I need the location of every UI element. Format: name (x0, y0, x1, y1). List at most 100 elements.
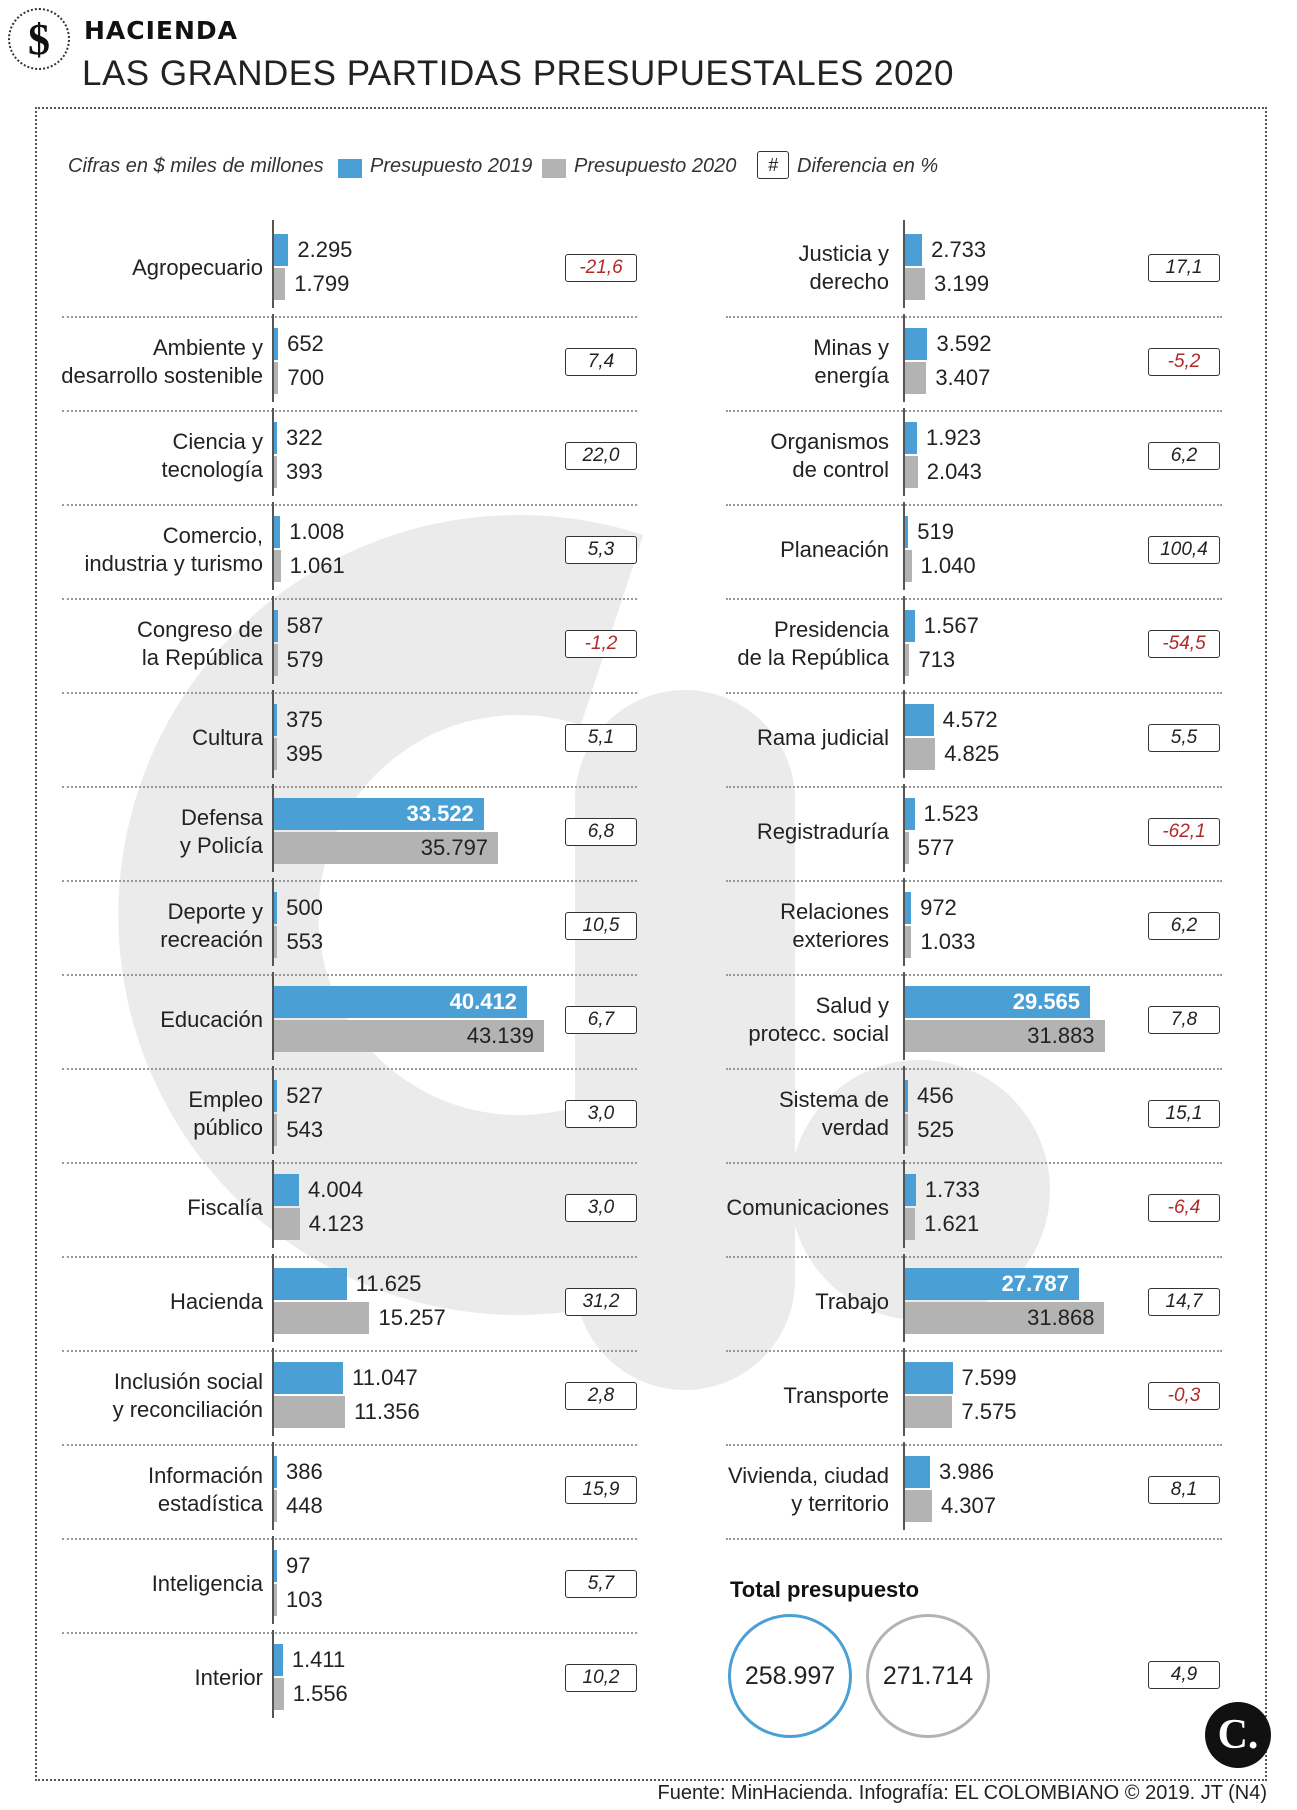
category-label-line: Interior (194, 1665, 263, 1690)
row-separator (62, 1350, 637, 1352)
value-2020: 3.199 (934, 271, 990, 296)
category-label-line: Información (148, 1463, 263, 1488)
bar-2019 (274, 1550, 277, 1582)
row-separator (726, 316, 1222, 318)
axis-line (903, 690, 905, 778)
axis-line (272, 784, 274, 872)
category-label-line: Educación (160, 1007, 263, 1032)
category-label-line: Sistema de (778, 1087, 889, 1112)
bar-2019 (274, 1080, 278, 1112)
axis-line (903, 1254, 905, 1342)
category-label: Comercio, industria y turismo (3, 522, 263, 578)
value-2019: 500 (286, 895, 323, 920)
category-label: Trabajo (629, 1288, 889, 1316)
row-separator (726, 504, 1222, 506)
category-label-line: Comercio, (162, 523, 263, 548)
axis-line (272, 878, 274, 966)
legend-label-2020: Presupuesto 2020 (574, 155, 737, 177)
category-label-line: Presidencia (774, 617, 889, 642)
legend-swatch-2020 (542, 159, 566, 178)
bar-2020 (905, 1396, 953, 1428)
bar-2020 (905, 926, 912, 958)
row-separator (726, 1162, 1222, 1164)
category-label: Relaciones exteriores (629, 898, 889, 954)
value-2020: 395 (286, 741, 323, 766)
bar-2019 (905, 610, 915, 642)
category-label-line: Agropecuario (132, 255, 263, 280)
diff-pct-box: 22,0 (565, 442, 637, 470)
category-label: Empleo público (3, 1086, 263, 1142)
category-label-line: Justicia y (798, 241, 889, 266)
row-separator (726, 974, 1222, 976)
value-2020: 31.868 (1027, 1305, 1095, 1330)
value-2019: 97 (286, 1553, 311, 1578)
category-label: Planeación (629, 536, 889, 564)
bar-2020 (274, 1208, 300, 1240)
value-2019: 386 (286, 1459, 323, 1484)
diff-pct-box: -21,6 (565, 254, 637, 282)
value-2019: 40.412 (449, 989, 517, 1014)
value-2019: 527 (286, 1083, 324, 1108)
value-2020: 4.825 (944, 741, 1000, 766)
category-label-line: la República (141, 645, 263, 670)
row-separator (62, 786, 637, 788)
diff-pct-box: 15,1 (1148, 1100, 1220, 1128)
category-label-line: Ambiente y (152, 335, 263, 360)
category-label-line: Registraduría (756, 819, 889, 844)
bar-2020 (274, 1584, 277, 1616)
category-label-line: industria y turismo (84, 551, 263, 576)
category-label: Transporte (629, 1382, 889, 1410)
row-separator (62, 1538, 637, 1540)
category-label-line: Salud y (815, 993, 889, 1018)
bar-2020 (905, 644, 910, 676)
row-separator (726, 1256, 1222, 1258)
bar-2019 (274, 704, 277, 736)
row-separator (62, 1444, 637, 1446)
diff-pct-box: 6,8 (565, 818, 637, 846)
category-label-line: Congreso de (137, 617, 263, 642)
page-title: LAS GRANDES PARTIDAS PRESUPUESTALES 2020 (82, 54, 954, 93)
value-2019: 7.599 (961, 1365, 1017, 1390)
category-label-line: de control (792, 457, 889, 482)
diff-pct-box: -54,5 (1148, 630, 1220, 658)
content-frame (35, 107, 1267, 1781)
watermark-ring (118, 515, 644, 1315)
total-2019-value: 258.997 (744, 1661, 836, 1690)
category-label-line: derecho (809, 269, 889, 294)
row-separator (726, 786, 1222, 788)
value-2019: 1.923 (926, 425, 982, 450)
value-2020: 1.033 (920, 929, 976, 954)
value-2019: 4.004 (308, 1177, 364, 1202)
bar-2019 (274, 516, 281, 548)
bar-2019 (905, 1080, 908, 1112)
category-label-line: Hacienda (170, 1289, 263, 1314)
axis-line (903, 220, 905, 308)
row-separator (62, 598, 637, 600)
axis-line (272, 1630, 274, 1718)
dollar-symbol: $ (28, 14, 50, 64)
value-2019: 2.295 (297, 237, 353, 262)
legend-diff-symbol: # (757, 151, 789, 179)
category-label: Interior (3, 1664, 263, 1692)
value-2020: 700 (287, 365, 325, 390)
category-label-line: Fiscalía (187, 1195, 263, 1220)
axis-line (272, 1536, 274, 1624)
value-2019: 1.567 (923, 613, 979, 638)
bar-2019 (274, 1268, 347, 1300)
bar-2019 (274, 1644, 283, 1676)
value-2020: 31.883 (1027, 1023, 1095, 1048)
value-2020: 577 (917, 835, 955, 860)
value-2019: 3.592 (936, 331, 992, 356)
category-label: Sistema de verdad (629, 1086, 889, 1142)
totals-title: Total presupuesto (730, 1577, 920, 1602)
row-separator (62, 974, 637, 976)
value-2019: 1.523 (923, 801, 979, 826)
axis-line (903, 1348, 905, 1436)
value-2020: 4.307 (940, 1493, 997, 1518)
bar-2020 (274, 1020, 544, 1052)
bar-2019 (905, 1362, 953, 1394)
value-2019: 27.787 (1001, 1271, 1069, 1296)
diff-pct-box: 17,1 (1148, 254, 1220, 282)
value-2020: 4.123 (308, 1211, 364, 1236)
category-label-line: Planeación (780, 537, 889, 562)
